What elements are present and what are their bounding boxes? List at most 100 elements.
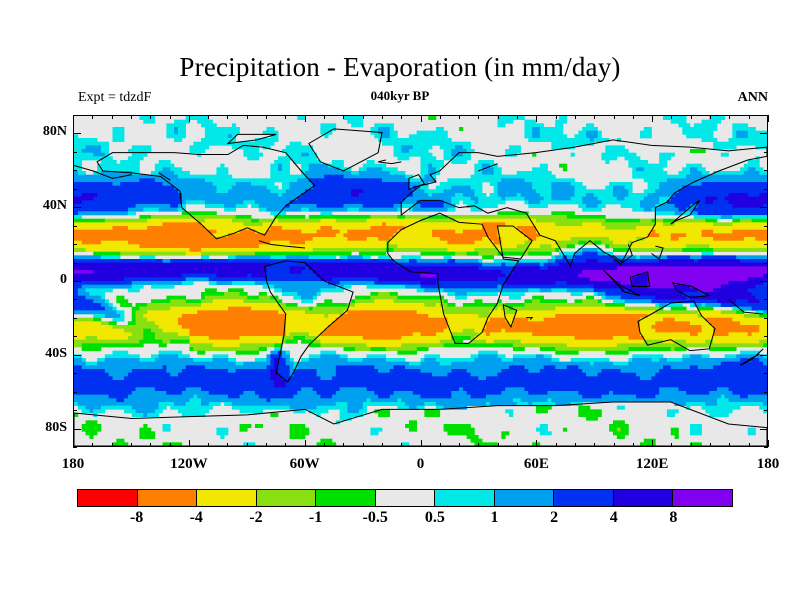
axis-tick (92, 443, 94, 447)
colorbar-band[interactable] (375, 490, 436, 506)
axis-tick (613, 443, 615, 447)
axis-tick (73, 225, 77, 227)
x-tick-label: 120W (170, 456, 208, 472)
axis-tick (246, 115, 248, 119)
axis-tick (150, 443, 152, 447)
axis-tick (671, 443, 673, 447)
season-label: ANN (737, 90, 768, 105)
axis-tick (381, 443, 383, 447)
y-tick-label: 40N (42, 198, 67, 214)
axis-tick (208, 115, 210, 119)
colorbar-band[interactable] (435, 490, 495, 506)
axis-tick (266, 443, 268, 447)
axis-tick (73, 428, 81, 430)
axis-tick (748, 115, 750, 119)
axis-tick (73, 410, 77, 412)
x-tick-label: 60E (523, 456, 549, 472)
figure-subtitle: 040kyr BP (370, 88, 430, 103)
y-tick-label: 0 (60, 272, 67, 287)
axis-tick (304, 440, 306, 447)
axis-tick (497, 115, 499, 119)
axis-tick (652, 440, 654, 447)
axis-tick (764, 391, 768, 393)
axis-tick (73, 299, 77, 301)
colorbar[interactable] (77, 489, 733, 507)
axis-tick (764, 317, 768, 319)
colorbar-band[interactable] (613, 490, 674, 506)
axis-tick (73, 207, 81, 209)
axis-tick (381, 115, 383, 119)
colorbar-tick-label: 1 (490, 509, 499, 526)
colorbar-band[interactable] (78, 490, 138, 506)
axis-tick (710, 115, 712, 119)
axis-tick (478, 443, 480, 447)
axis-tick (555, 443, 557, 447)
axis-tick (420, 115, 422, 122)
axis-tick (266, 115, 268, 119)
axis-tick (536, 440, 538, 447)
axis-tick (362, 443, 364, 447)
axis-tick (401, 443, 403, 447)
axis-tick (764, 115, 768, 116)
colorbar-band[interactable] (316, 490, 376, 506)
colorbar-band[interactable] (137, 490, 198, 506)
colorbar-band[interactable] (197, 490, 257, 506)
colorbar-tick-label: 0.5 (424, 509, 445, 526)
axis-tick (760, 207, 768, 209)
axis-tick (517, 115, 519, 119)
axis-tick (760, 281, 768, 282)
axis-tick (73, 373, 77, 375)
axis-tick (73, 133, 81, 135)
axis-tick (594, 443, 596, 447)
axis-tick (764, 373, 768, 375)
axis-tick (343, 443, 345, 447)
axis-tick (73, 170, 77, 172)
page-title: Precipitation - Evaporation (in mm/day) (179, 52, 621, 82)
axis-tick (729, 115, 731, 119)
colorbar-band[interactable] (256, 490, 317, 506)
axis-tick (478, 115, 480, 119)
y-tick-label: 40S (45, 345, 67, 361)
axis-tick (73, 115, 74, 122)
x-tick-label: 60W (289, 456, 320, 472)
colorbar-band[interactable] (554, 490, 614, 506)
map-field (74, 116, 767, 446)
axis-tick (764, 244, 768, 246)
axis-tick (632, 115, 634, 119)
colorbar-band[interactable] (673, 490, 733, 506)
colorbar-tick-label: -2 (249, 509, 263, 526)
axis-tick (760, 354, 768, 356)
axis-tick (169, 443, 171, 447)
axis-tick (73, 440, 74, 447)
axis-tick (73, 354, 81, 356)
colorbar-band[interactable] (494, 490, 555, 506)
axis-tick (652, 115, 654, 122)
axis-tick (130, 443, 132, 447)
axis-tick (439, 443, 441, 447)
y-tick-label: 80S (45, 419, 67, 435)
axis-tick (613, 115, 615, 119)
colorbar-tick-label: 2 (550, 509, 559, 526)
axis-tick (343, 115, 345, 119)
colorbar-tick-label: 8 (669, 509, 678, 526)
axis-tick (188, 440, 190, 447)
axis-tick (760, 133, 768, 135)
axis-tick (536, 115, 538, 122)
axis-tick (517, 443, 519, 447)
colorbar-tick-label: 4 (609, 509, 618, 526)
axis-tick (574, 443, 576, 447)
axis-tick (764, 410, 768, 412)
axis-tick (362, 115, 364, 119)
axis-tick (729, 443, 731, 447)
axis-tick (710, 443, 712, 447)
axis-tick (73, 391, 77, 393)
axis-tick (92, 115, 94, 119)
axis-tick (497, 443, 499, 447)
axis-tick (73, 244, 77, 246)
axis-tick (768, 440, 769, 447)
axis-tick (690, 443, 692, 447)
axis-tick (459, 443, 461, 447)
axis-tick (150, 115, 152, 119)
axis-tick (73, 281, 81, 282)
